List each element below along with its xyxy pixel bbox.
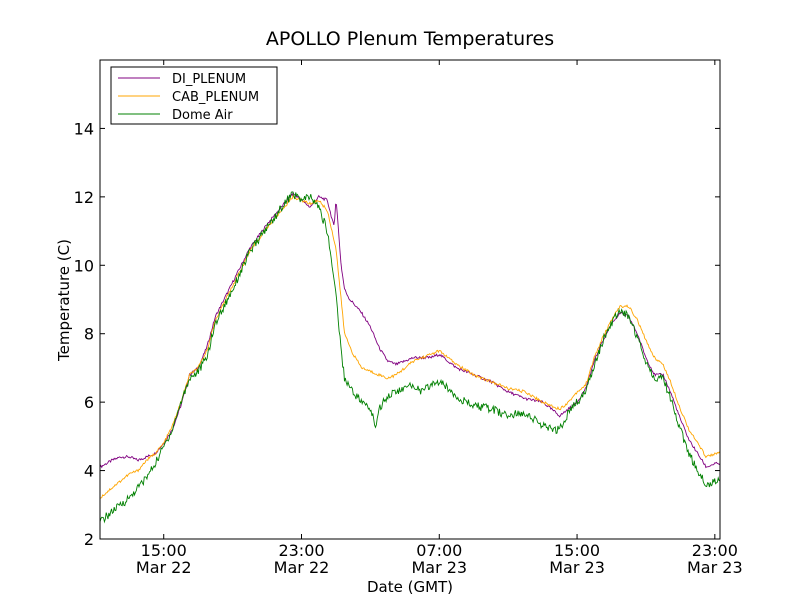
x-tick-date: Mar 22 (274, 558, 330, 577)
x-tick-date: Mar 23 (549, 558, 605, 577)
y-tick-label: 6 (84, 393, 94, 412)
x-tick-date: Mar 23 (411, 558, 467, 577)
legend-label: DI_PLENUM (172, 72, 246, 87)
x-tick-label: 23:00 (692, 541, 738, 560)
legend: DI_PLENUM CAB_PLENUM Dome Air (110, 66, 278, 125)
x-tick-label: 07:00 (416, 541, 462, 560)
legend-label: CAB_PLENUM (172, 90, 259, 105)
x-tick-label: 23:00 (278, 541, 324, 560)
y-tick-label: 4 (84, 462, 94, 481)
plot-frame (99, 59, 721, 540)
chart-title: APOLLO Plenum Temperatures (266, 28, 554, 50)
x-axis-label: Date (GMT) (367, 578, 453, 596)
series-line-dome-air (99, 191, 721, 524)
x-tick-label: 15:00 (141, 541, 187, 560)
x-tick-date: Mar 22 (136, 558, 192, 577)
y-tick-label: 2 (84, 530, 94, 549)
y-tick-label: 14 (74, 119, 94, 138)
series-layer (99, 191, 721, 524)
y-tick-label: 10 (74, 256, 94, 275)
y-tick-label: 8 (84, 325, 94, 344)
y-axis-label: Temperature (C) (55, 239, 73, 362)
x-tick-date: Mar 23 (687, 558, 743, 577)
legend-label: Dome Air (172, 108, 233, 123)
y-tick-label: 12 (74, 188, 94, 207)
x-tick-label: 15:00 (554, 541, 600, 560)
